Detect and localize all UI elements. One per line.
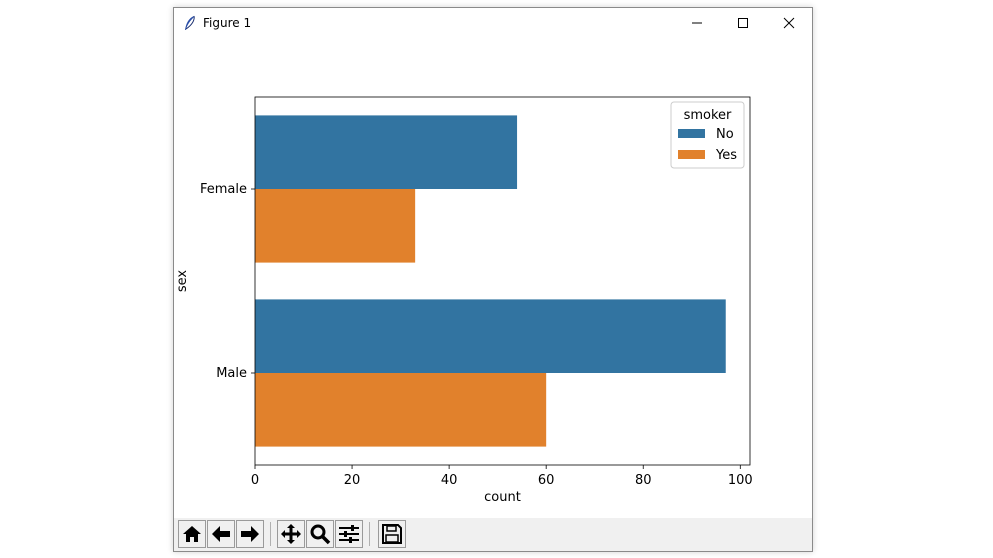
legend-swatch-yes (678, 150, 705, 159)
title-bar[interactable]: Figure 1 (174, 8, 812, 38)
y-tick-label: Male (216, 366, 247, 381)
x-tick-label: 20 (344, 473, 361, 488)
feather-icon (185, 15, 195, 30)
legend-entry-no: No (716, 127, 734, 142)
close-icon (783, 17, 795, 29)
configure-button[interactable] (335, 520, 363, 548)
window-title: Figure 1 (203, 16, 252, 30)
toolbar-separator (270, 522, 271, 546)
x-axis-label: count (484, 490, 521, 505)
x-tick-label: 0 (251, 473, 259, 488)
figure-window: Figure 1 Female Male 0 20 40 60 80 100 count sex s… (173, 7, 813, 552)
navigation-toolbar (174, 518, 812, 551)
bar-chart: Female Male 0 20 40 60 80 100 count sex smoker No Ye… (175, 96, 753, 505)
axes-frame (254, 96, 751, 466)
legend-title: smoker (684, 108, 732, 123)
bar-yes-female (255, 189, 416, 263)
move-icon (281, 524, 301, 544)
legend-entry-yes: Yes (715, 148, 737, 163)
arrow-right-icon (241, 526, 259, 542)
minimize-button[interactable] (674, 8, 720, 38)
minimize-icon (692, 22, 702, 24)
close-button[interactable] (766, 8, 812, 38)
y-tick-label: Female (200, 182, 247, 197)
pan-button[interactable] (277, 520, 305, 548)
arrow-left-icon (212, 526, 230, 542)
x-tick-label: 100 (728, 473, 753, 488)
save-button[interactable] (378, 520, 406, 548)
back-button[interactable] (207, 520, 235, 548)
sliders-icon (339, 525, 359, 543)
bar-yes-male (255, 373, 547, 447)
x-tick-label: 80 (635, 473, 652, 488)
home-icon (183, 526, 201, 542)
forward-button[interactable] (236, 520, 264, 548)
zoom-button[interactable] (306, 520, 334, 548)
x-tick-label: 40 (441, 473, 458, 488)
maximize-button[interactable] (720, 8, 766, 38)
x-tick-label: 60 (538, 473, 555, 488)
y-axis-label: sex (175, 270, 190, 293)
magnifier-icon (310, 524, 331, 545)
bar-no-male (255, 299, 726, 373)
bar-no-female (255, 115, 518, 189)
maximize-icon (738, 18, 748, 28)
toolbar-separator (369, 522, 370, 546)
floppy-disk-icon (382, 524, 402, 544)
home-button[interactable] (178, 520, 206, 548)
figure-canvas[interactable]: Female Male 0 20 40 60 80 100 count sex smoker No Ye… (174, 38, 812, 518)
legend-swatch-no (678, 129, 705, 138)
